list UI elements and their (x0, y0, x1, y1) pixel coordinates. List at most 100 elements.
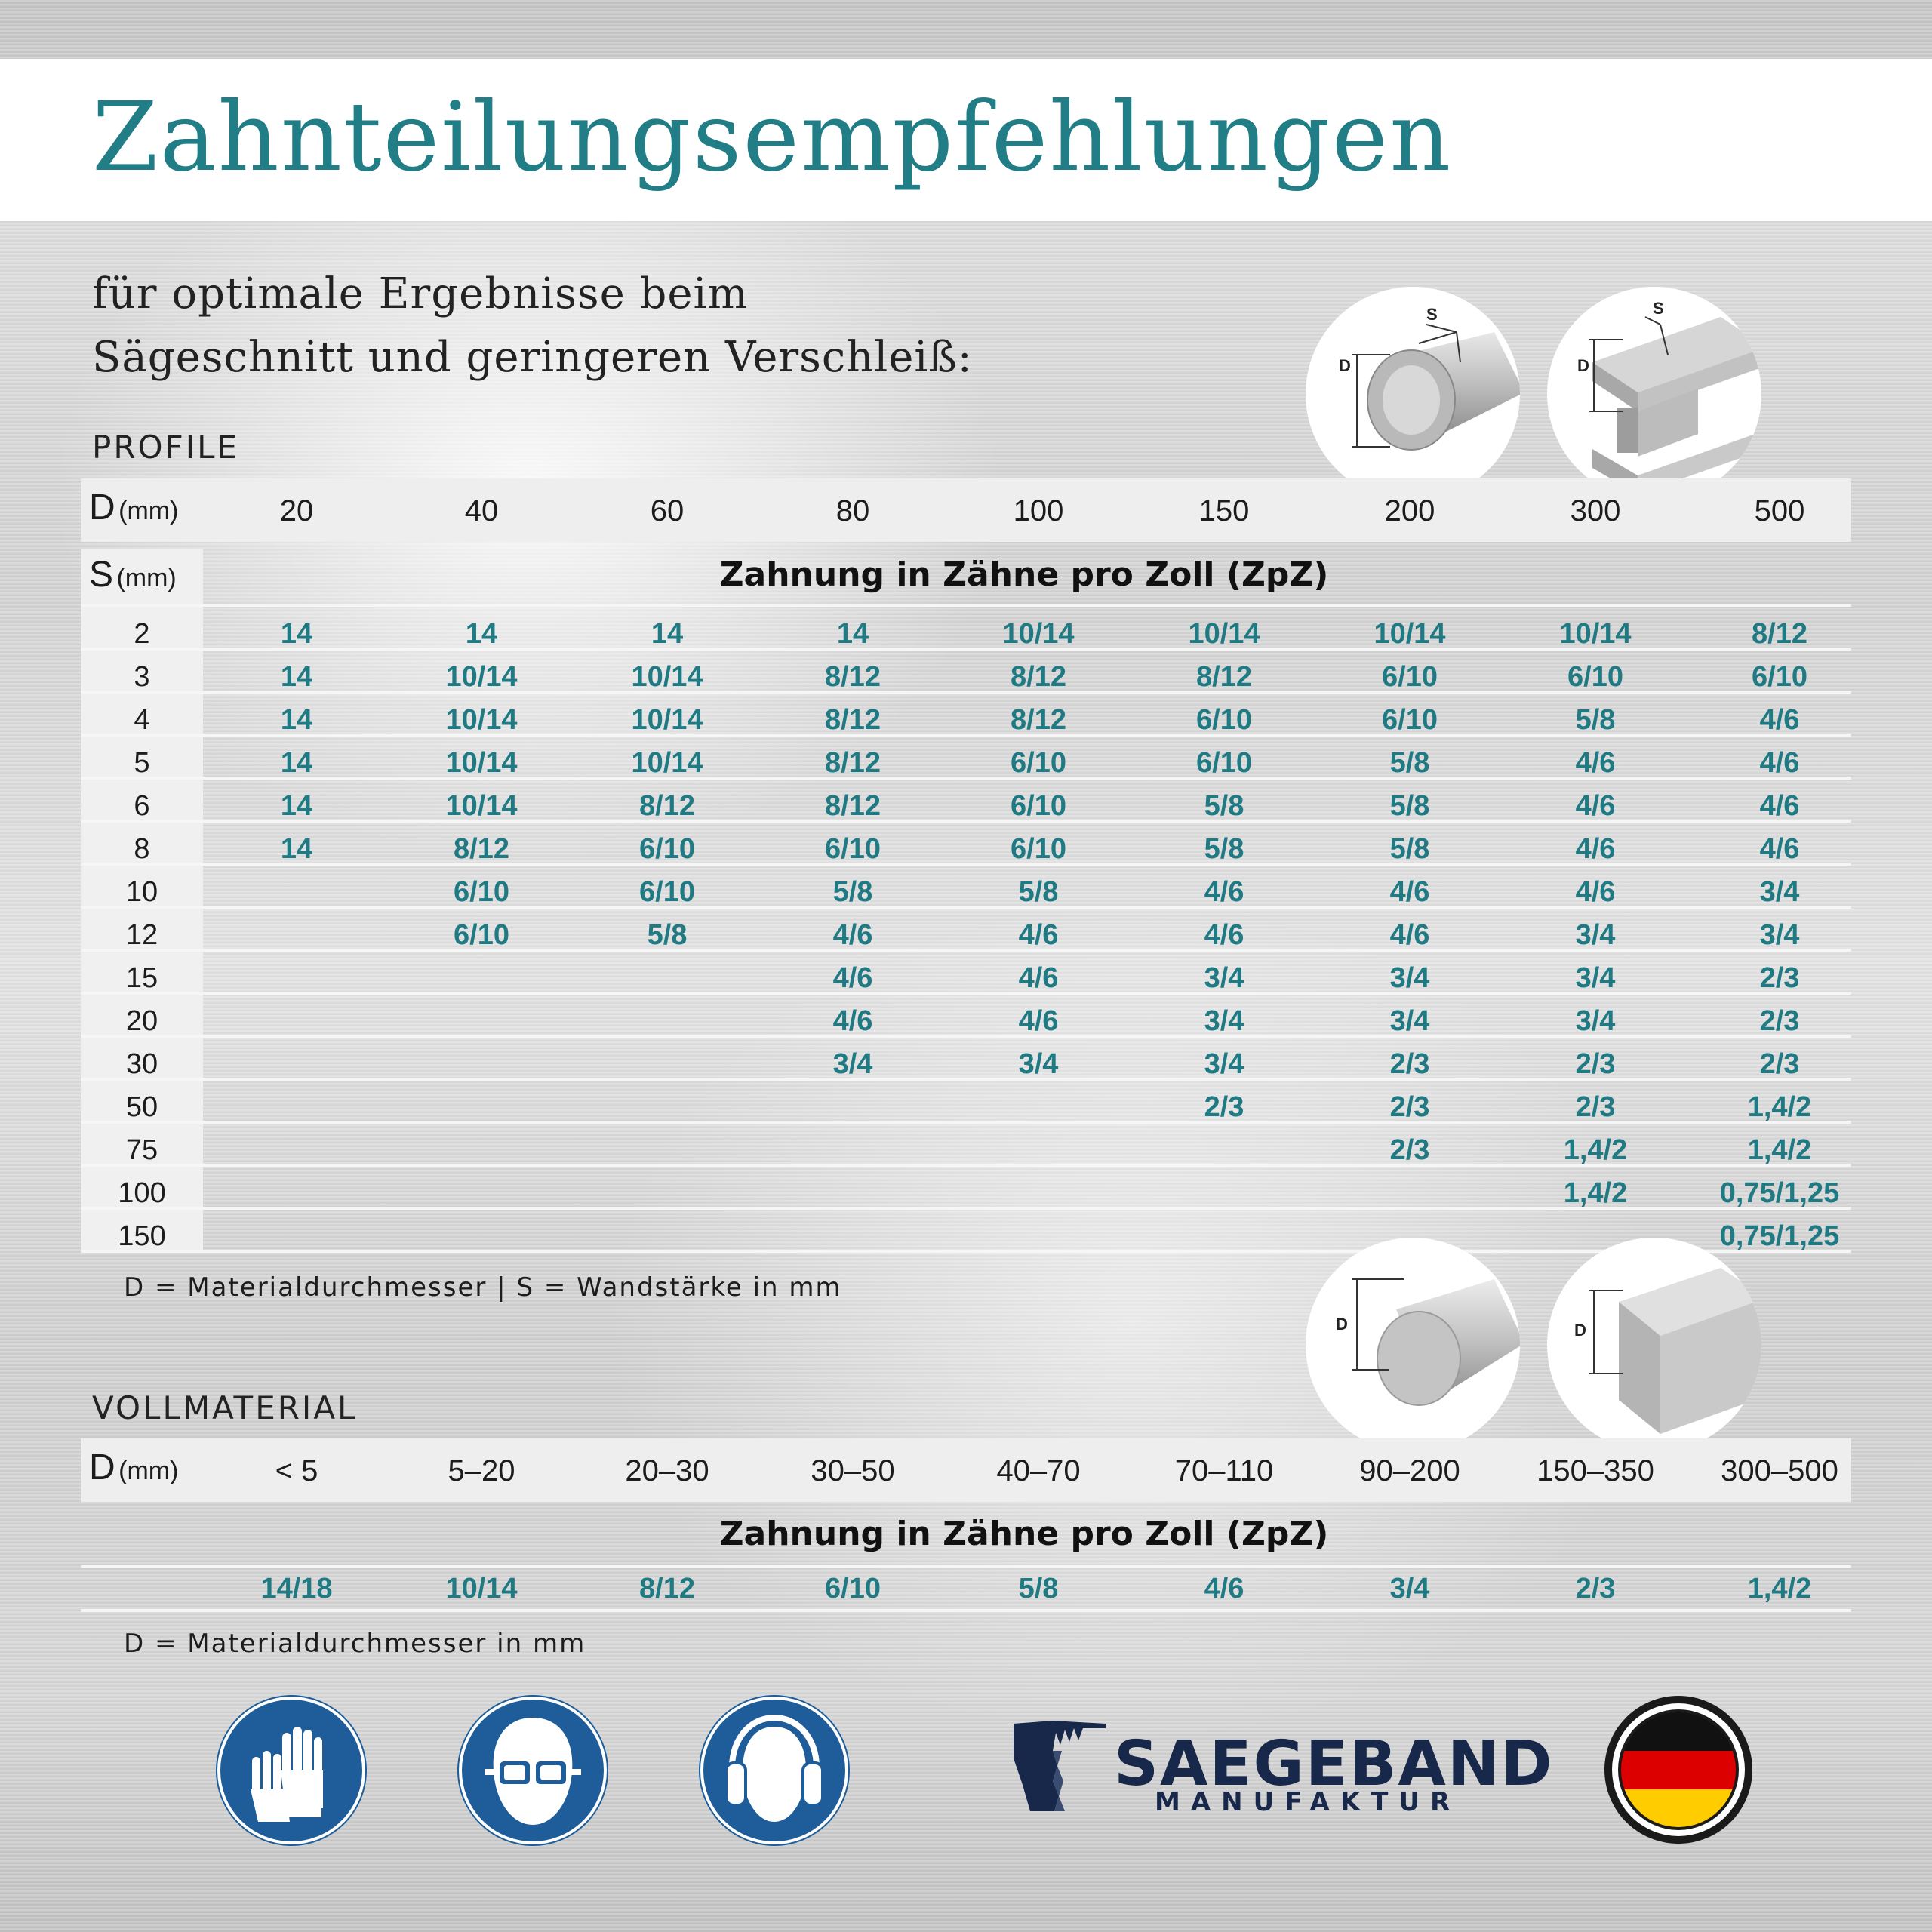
profile-tooth-value: 8/12 (825, 661, 881, 693)
profile-tooth-value: 10/14 (1374, 618, 1446, 650)
profile-s-value: 6 (134, 790, 150, 822)
profile-tooth-value: 10/14 (1188, 618, 1260, 650)
voll-d-value: 300–500 (1721, 1454, 1838, 1487)
profile-tooth-value: 6/10 (1011, 790, 1066, 822)
diagram-label-d: D (1577, 356, 1589, 375)
page-title: Zahnteilungsempfehlungen (92, 82, 1453, 192)
profile-s-value: 4 (134, 704, 150, 736)
profile-tooth-value: 8/12 (825, 747, 881, 779)
profile-d-value: 60 (650, 494, 685, 528)
voll-d-value: 5–20 (448, 1454, 515, 1487)
profile-tooth-value: 4/6 (1018, 1005, 1059, 1037)
profile-s-value: 2 (134, 618, 150, 650)
profile-d-value: 200 (1384, 494, 1435, 528)
profile-tooth-value: 5/8 (647, 919, 688, 951)
s-unit: (mm) (116, 564, 177, 592)
d-unit: (mm) (118, 497, 179, 525)
profile-row-line (81, 820, 1851, 823)
subtitle-line-1: für optimale Ergebnisse beim (92, 269, 749, 318)
profile-d-value: 150 (1198, 494, 1250, 528)
profile-tooth-value: 6/10 (1011, 833, 1066, 865)
profile-tooth-value: 3/4 (1575, 919, 1616, 951)
profile-tooth-value: 10/14 (445, 790, 518, 822)
profile-tooth-value: 4/6 (1204, 919, 1244, 951)
profile-tooth-value: 4/6 (1575, 747, 1616, 779)
profile-s-value: 3 (134, 661, 150, 693)
profile-tooth-value: 2/3 (1759, 962, 1800, 994)
profile-tooth-value: 4/6 (1018, 962, 1059, 994)
voll-tooth-value: 1,4/2 (1747, 1573, 1812, 1604)
profile-tooth-value: 2/3 (1575, 1091, 1616, 1123)
profile-s-value: 50 (125, 1091, 158, 1123)
ear-protection-icon (699, 1695, 850, 1846)
round-tube-diagram: D S (1306, 287, 1520, 501)
profile-s-value: 75 (125, 1134, 158, 1166)
profile-s-label: S (mm) (89, 554, 177, 595)
profile-tooth-value: 14 (280, 833, 313, 865)
i-beam-diagram: D S (1547, 287, 1761, 501)
profile-row-line (81, 604, 1851, 607)
profile-tooth-value: 10/14 (631, 704, 703, 736)
profile-d-header-bar (81, 478, 1851, 542)
profile-tooth-value: 8/12 (1011, 704, 1066, 736)
profile-tooth-value: 3/4 (1204, 1005, 1244, 1037)
profile-tooth-value: 14 (651, 618, 684, 650)
profile-s-value: 150 (118, 1220, 166, 1252)
profile-tooth-value: 3/4 (1204, 962, 1244, 994)
saw-blade-icon (1014, 1721, 1106, 1811)
voll-row-top-line (81, 1565, 1851, 1568)
profile-row-line (81, 906, 1851, 909)
profile-tooth-value: 4/6 (1575, 833, 1616, 865)
profile-tooth-value: 6/10 (454, 876, 509, 908)
logo-sub: MANUFAKTUR (1155, 1787, 1461, 1817)
section-vollmaterial: VOLLMATERIAL (92, 1389, 358, 1426)
profile-tooth-value: 10/14 (445, 704, 518, 736)
voll-d-value: < 5 (275, 1454, 318, 1487)
profile-tooth-value: 5/8 (1204, 790, 1244, 822)
profile-tooth-value: 8/12 (454, 833, 509, 865)
profile-s-value: 12 (125, 919, 158, 951)
s-letter: S (89, 555, 114, 595)
profile-tooth-value: 10/14 (445, 747, 518, 779)
profile-tooth-value: 4/6 (1759, 833, 1800, 865)
profile-tooth-value: 2/3 (1575, 1048, 1616, 1080)
profile-tooth-value: 4/6 (1759, 747, 1800, 779)
profile-tooth-value: 3/4 (832, 1048, 873, 1080)
profile-tooth-value: 5/8 (1389, 747, 1430, 779)
profile-tooth-value: 2/3 (1759, 1048, 1800, 1080)
profile-d-value: 500 (1754, 494, 1805, 528)
profile-tooth-value: 2/3 (1389, 1091, 1430, 1123)
subtitle-line-2: Sägeschnitt und geringeren Verschleiß: (92, 333, 973, 382)
voll-d-value: 40–70 (996, 1454, 1081, 1487)
d-unit: (mm) (118, 1457, 179, 1485)
profile-tooth-value: 5/8 (832, 876, 873, 908)
profile-zahnung-label: Zahnung in Zähne pro Zoll (ZpZ) (719, 555, 1329, 594)
profile-tooth-value: 8/12 (639, 790, 695, 822)
voll-tooth-value: 5/8 (1018, 1573, 1059, 1604)
profile-tooth-value: 3/4 (1759, 919, 1800, 951)
profile-s-value: 8 (134, 833, 150, 865)
profile-row-line (81, 1250, 1851, 1253)
profile-tooth-value: 2/3 (1389, 1048, 1430, 1080)
profile-tooth-value: 4/6 (832, 1005, 873, 1037)
profile-tooth-value: 14 (280, 790, 313, 822)
profile-d-value: 20 (279, 494, 314, 528)
diagram-label-d: D (1336, 1315, 1348, 1334)
round-bar-diagram: D (1306, 1238, 1520, 1452)
d-letter: D (89, 1447, 115, 1487)
s-column-bg (81, 549, 203, 1253)
profile-tooth-value: 14 (280, 704, 313, 736)
profile-tooth-value: 3/4 (1759, 876, 1800, 908)
profile-tooth-value: 5/8 (1389, 833, 1430, 865)
profile-row-line (81, 1121, 1851, 1124)
voll-tooth-value: 8/12 (639, 1573, 695, 1604)
voll-d-value: 90–200 (1359, 1454, 1460, 1487)
profile-tooth-value: 10/14 (631, 661, 703, 693)
profile-tooth-value: 14 (836, 618, 869, 650)
profile-tooth-value: 6/10 (825, 833, 881, 865)
profile-tooth-value: 4/6 (1759, 704, 1800, 736)
profile-tooth-value: 1,4/2 (1747, 1091, 1812, 1123)
profile-tooth-value: 4/6 (1389, 876, 1430, 908)
profile-s-value: 15 (125, 962, 158, 994)
